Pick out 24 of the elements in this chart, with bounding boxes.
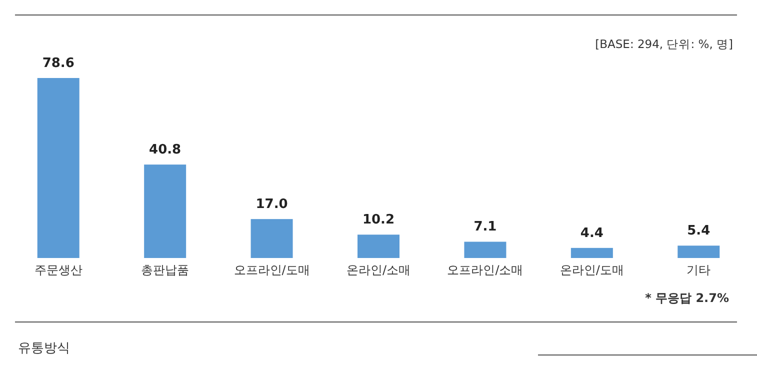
- text: * 무응답 2.7%: [645, 291, 729, 305]
- data-label: 5.4: [687, 224, 710, 239]
- x-tick-label: 온라인/도매: [560, 263, 624, 277]
- bar: [678, 246, 720, 258]
- x-tick-label: 오프라인/소매: [447, 263, 524, 277]
- x-tick-label: 온라인/소매: [346, 263, 411, 277]
- text: [BASE: 294, 단위: %, 명]: [595, 37, 733, 51]
- data-label: 4.4: [580, 226, 604, 241]
- bar: [144, 164, 186, 258]
- data-label: 7.1: [474, 220, 497, 235]
- data-label: 10.2: [362, 212, 395, 228]
- text: 유통방식: [18, 341, 70, 356]
- x-tick-label: 주문생산: [34, 263, 82, 277]
- bar: [358, 234, 400, 258]
- x-tick-label: 기타: [686, 263, 711, 277]
- data-label: 17.0: [256, 197, 288, 212]
- bar: [570, 248, 613, 258]
- x-tick-label: 총판납품: [141, 263, 190, 277]
- bar: [250, 219, 293, 258]
- data-label: 78.6: [42, 56, 74, 71]
- data-label: 40.8: [149, 142, 182, 158]
- x-tick-label: 오프라인/도매: [234, 263, 310, 277]
- bar: [464, 242, 506, 258]
- bar: [37, 78, 80, 258]
